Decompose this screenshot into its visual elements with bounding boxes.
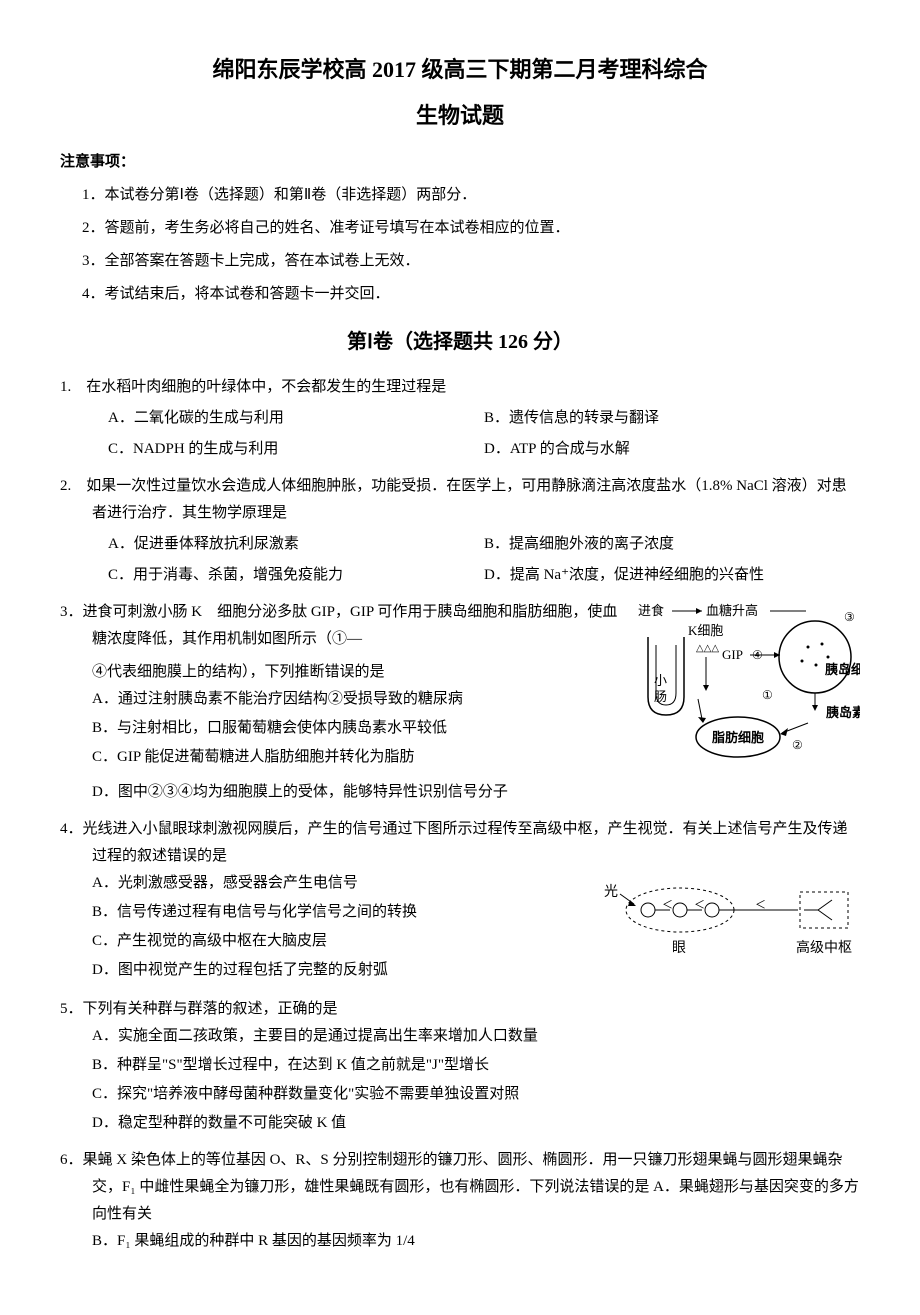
notice-item: 2．答题前，考生务必将自己的姓名、准考证号填写在本试卷相应的位置． — [82, 215, 860, 242]
diagram-label-eye: 眼 — [672, 941, 686, 956]
page-subtitle: 生物试题 — [60, 96, 860, 136]
question-5: 5．下列有关种群与群落的叙述，正确的是 A．实施全面二孩政策，主要目的是通过提高… — [60, 996, 860, 1137]
q3-diagram: 进食 血糖升高 ③ K细胞 △△△ GIP ④ 小 肠 — [630, 599, 860, 779]
q6-option-b: B．F₁ 果蝇组成的种群中 R 基因的基因频率为 1/4 — [92, 1228, 860, 1255]
diagram-label: K细胞 — [688, 623, 723, 638]
notice-item: 4．考试结束后，将本试卷和答题卡一并交回． — [82, 281, 860, 308]
page-title: 绵阳东辰学校高 2017 级高三下期第二月考理科综合 — [60, 50, 860, 90]
question-6: 6．果蝇 X 染色体上的等位基因 O、R、S 分别控制翅形的镰刀形、圆形、椭圆形… — [60, 1147, 860, 1255]
q4-stem: 4．光线进入小鼠眼球刺激视网膜后，产生的信号通过下图所示过程传至高级中枢，产生视… — [60, 816, 860, 870]
q3-stem-2: ④代表细胞膜上的结构），下列推断错误的是 — [92, 659, 622, 686]
q3-option-b: B．与注射相比，口服葡萄糖会使体内胰岛素水平较低 — [92, 715, 622, 742]
svg-text:＜: ＜ — [694, 899, 705, 911]
svg-text:＜: ＜ — [755, 899, 766, 911]
q3-option-c: C．GIP 能促进葡萄糖进人脂肪细胞并转化为脂肪 — [92, 744, 622, 771]
diagram-label: 小 — [654, 673, 667, 688]
q4-diagram: 光 ＜ ＜ ＜ — [600, 870, 860, 986]
q1-option-d: D．ATP 的合成与水解 — [484, 436, 860, 463]
diagram-label: 胰岛素 — [826, 705, 860, 720]
diagram-marker: △△△ — [696, 643, 719, 654]
q1-option-a: A．二氧化碳的生成与利用 — [108, 405, 484, 432]
q2-option-a: A．促进垂体释放抗利尿激素 — [108, 531, 484, 558]
q2-option-d: D．提高 Na⁺浓度，促进神经细胞的兴奋性 — [484, 562, 860, 589]
q5-stem: 5．下列有关种群与群落的叙述，正确的是 — [60, 996, 860, 1023]
diagram-label: GIP — [722, 647, 743, 662]
q3-option-d: D．图中②③④均为细胞膜上的受体，能够特异性识别信号分子 — [92, 779, 860, 806]
q2-option-b: B．提高细胞外液的离子浓度 — [484, 531, 860, 558]
question-4: 4．光线进入小鼠眼球刺激视网膜后，产生的信号通过下图所示过程传至高级中枢，产生视… — [60, 816, 860, 986]
q1-option-c: C．NADPH 的生成与利用 — [108, 436, 484, 463]
notice-item: 3．全部答案在答题卡上完成，答在本试卷上无效． — [82, 248, 860, 275]
q5-option-d: D．稳定型种群的数量不可能突破 K 值 — [92, 1110, 860, 1137]
q1-stem: 1. 在水稻叶肉细胞的叶绿体中，不会都发生的生理过程是 — [60, 374, 860, 401]
q5-option-b: B．种群呈"S"型增长过程中，在达到 K 值之前就是"J"型增长 — [92, 1052, 860, 1079]
q6-stem: 6．果蝇 X 染色体上的等位基因 O、R、S 分别控制翅形的镰刀形、圆形、椭圆形… — [60, 1147, 860, 1228]
q5-option-a: A．实施全面二孩政策，主要目的是通过提高出生率来增加人口数量 — [92, 1023, 860, 1050]
q4-option-c: C．产生视觉的高级中枢在大脑皮层 — [92, 928, 592, 955]
diagram-label: 脂肪细胞 — [711, 730, 764, 745]
q3-option-a: A．通过注射胰岛素不能治疗因结构②受损导致的糖尿病 — [92, 686, 622, 713]
diagram-marker: ② — [792, 738, 803, 752]
q4-option-d: D．图中视觉产生的过程包括了完整的反射弧 — [92, 957, 592, 984]
section-header: 第Ⅰ卷（选择题共 126 分） — [60, 324, 860, 360]
q5-option-c: C．探究"培养液中酵母菌种群数量变化"实验不需要单独设置对照 — [92, 1081, 860, 1108]
q3-stem-1: 3．进食可刺激小肠 K 细胞分泌多肽 GIP，GIP 可作用于胰岛细胞和脂肪细胞… — [60, 599, 622, 653]
q2-stem: 2. 如果一次性过量饮水会造成人体细胞肿胀，功能受损．在医学上，可用静脉滴注高浓… — [60, 473, 860, 527]
question-3: 3．进食可刺激小肠 K 细胞分泌多肽 GIP，GIP 可作用于胰岛细胞和脂肪细胞… — [60, 599, 860, 806]
q2-option-c: C．用于消毒、杀菌，增强免疫能力 — [108, 562, 484, 589]
notice-header: 注意事项： — [60, 149, 860, 176]
q4-option-b: B．信号传递过程有电信号与化学信号之间的转换 — [92, 899, 592, 926]
diagram-label-light: 光 — [604, 884, 618, 900]
diagram-marker: ① — [762, 688, 773, 702]
q4-option-a: A．光刺激感受器，感受器会产生电信号 — [92, 870, 592, 897]
svg-text:＜: ＜ — [662, 899, 673, 911]
diagram-label: 血糖升高 — [706, 603, 758, 618]
question-2: 2. 如果一次性过量饮水会造成人体细胞肿胀，功能受损．在医学上，可用静脉滴注高浓… — [60, 473, 860, 589]
diagram-label-center: 高级中枢 — [796, 939, 852, 956]
q1-option-b: B．遗传信息的转录与翻译 — [484, 405, 860, 432]
diagram-label: 肠 — [654, 689, 667, 704]
diagram-label: 胰岛细胞 — [825, 662, 860, 677]
question-1: 1. 在水稻叶肉细胞的叶绿体中，不会都发生的生理过程是 A．二氧化碳的生成与利用… — [60, 374, 860, 463]
diagram-label: 进食 — [638, 603, 664, 618]
notice-item: 1．本试卷分第Ⅰ卷（选择题）和第Ⅱ卷（非选择题）两部分． — [82, 182, 860, 209]
diagram-marker: ③ — [844, 610, 855, 624]
